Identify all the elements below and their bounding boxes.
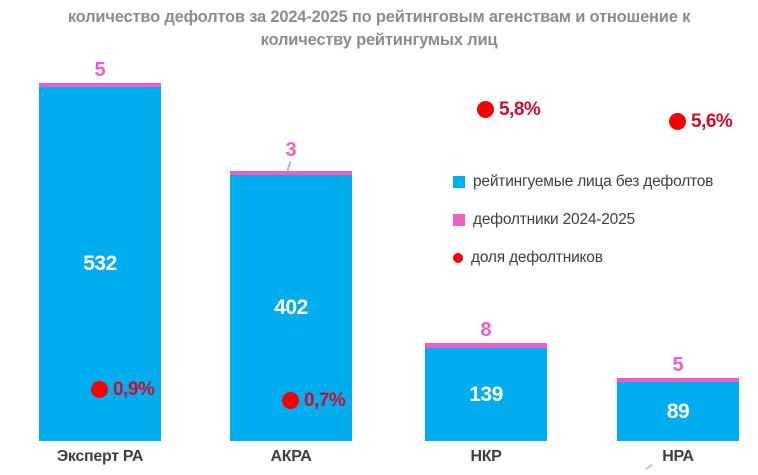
rated-segment-nra [617,382,739,441]
red-circle-icon [453,253,463,263]
legend-label-share: доля дефолтников [471,249,603,266]
legend-label-rated: рейтингуемые лица без дефолтов [473,173,714,190]
defaulters-count-label-akra: 3 [285,139,297,161]
share-dot-icon-ekspert-ra [91,380,108,398]
legend-item-defaulters: дефолтники 2024-2025 [453,209,713,231]
chart-title-line2: количеству рейтингумых лиц [260,31,498,49]
category-label-akra: АКРА [270,448,312,465]
blue-square-icon [453,176,465,188]
defaulters-segment-nra [617,378,739,382]
legend-label-defaulters: дефолтники 2024-2025 [473,211,635,228]
legend: рейтингуемые лица без дефолтов дефолтник… [453,171,713,269]
category-label-nra: НРА [662,448,694,465]
bar-value-label-ekspert-ra: 532 [83,252,117,275]
share-percent-label-nkr: 5,8% [499,99,541,121]
share-percent-label-ekspert-ra: 0,9% [113,378,155,400]
defaulters-segment-akra [230,171,352,175]
share-dot-icon-nkr [477,101,494,119]
bar-value-label-nkr: 139 [469,382,503,406]
defaulters-segment-ekspert-ra [39,83,161,87]
share-percent-label-nra: 5,6% [691,110,733,132]
bar-value-label-nra: 89 [666,399,690,423]
defaulters-count-label-nkr: 8 [480,319,492,341]
legend-item-share: доля дефолтников [453,247,713,269]
share-percent-label-akra: 0,7% [304,390,346,412]
chart-title-line1: количество дефолтов за 2024-2025 по рейт… [67,8,691,26]
pink-square-icon [453,214,465,226]
share-dot-icon-akra [282,392,299,410]
bar-value-label-akra: 402 [274,296,308,319]
rated-segment-nkr [425,348,547,441]
leader-line-akra [286,161,292,171]
chart-title: количество дефолтов за 2024-2025 по рейт… [0,6,758,52]
defaulters-count-label-ekspert-ra: 5 [94,59,106,81]
defaulters-count-label-nra: 5 [672,354,684,376]
legend-item-rated: рейтингуемые лица без дефолтов [453,171,713,193]
share-dot-icon-nra [669,112,686,130]
defaulters-segment-nkr [425,343,547,348]
category-label-nkr: НКР [470,448,502,465]
category-label-ekspert-ra: Эксперт РА [56,448,144,465]
